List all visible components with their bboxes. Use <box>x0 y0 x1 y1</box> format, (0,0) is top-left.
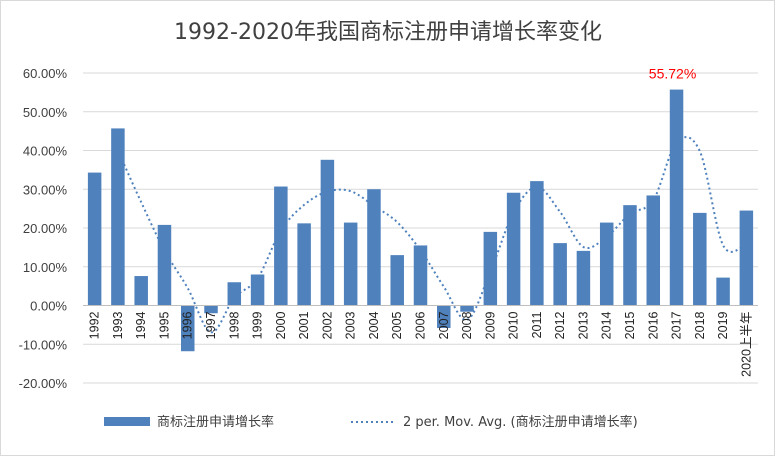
y-tick-label: 60.00% <box>23 66 68 81</box>
y-tick-label: 50.00% <box>23 105 68 120</box>
y-tick-label: 20.00% <box>23 221 68 236</box>
x-tick-label: 2002 <box>320 311 334 339</box>
bar <box>343 222 358 306</box>
x-tick-label: 2004 <box>367 311 381 339</box>
y-tick-label: -20.00% <box>19 376 68 391</box>
bar <box>413 245 428 306</box>
y-tick-label: -10.00% <box>19 337 68 352</box>
bar <box>530 181 544 306</box>
x-tick-label: 1998 <box>227 311 241 339</box>
bar <box>204 305 218 314</box>
bar <box>646 195 661 306</box>
bar <box>739 210 754 306</box>
legend-bar-label: 商标注册申请增长率 <box>157 414 274 430</box>
bar <box>134 276 148 306</box>
x-tick-label: 2014 <box>600 311 614 339</box>
x-tick-label: 2009 <box>483 311 497 339</box>
bar <box>111 128 125 306</box>
legend: 商标注册申请增长率 2 per. Mov. Avg. (商标注册申请增长率) <box>104 414 638 430</box>
moving-average-line <box>116 136 747 334</box>
x-tick-label: 2008 <box>460 311 474 339</box>
x-tick-label: 2019 <box>716 311 730 339</box>
bar <box>506 192 521 306</box>
x-tick-label: 2006 <box>414 311 428 339</box>
bar <box>227 282 242 306</box>
bar <box>390 255 404 306</box>
x-tick-label: 2018 <box>693 311 707 339</box>
bar <box>320 159 335 306</box>
bars <box>87 89 754 352</box>
x-tick-label: 2013 <box>576 311 590 339</box>
bar <box>483 231 498 306</box>
bar <box>599 222 614 306</box>
x-tick-label: 2015 <box>623 311 637 339</box>
x-tick-label: 2012 <box>553 311 567 339</box>
x-tick-label: 1999 <box>251 311 265 339</box>
x-tick-label: 2005 <box>390 311 404 339</box>
x-tick-label: 1997 <box>204 311 218 339</box>
x-tick-label: 1994 <box>134 311 148 339</box>
bar <box>87 172 102 306</box>
x-tick-label: 2007 <box>437 311 451 339</box>
x-tick-label: 1996 <box>181 311 195 339</box>
x-tick-label: 2011 <box>530 311 544 338</box>
x-tick-label: 1993 <box>111 311 125 339</box>
legend-bar-swatch <box>104 417 150 426</box>
x-axis-ticks: 1992 1993 1994 1995 1996 1997 1998 1999 2000 2001… <box>88 311 754 376</box>
bar <box>367 189 381 306</box>
bar <box>693 212 707 306</box>
x-tick-label: 2010 <box>507 311 521 339</box>
y-tick-label: 0.00% <box>30 299 67 314</box>
x-tick-label: 1995 <box>157 311 171 339</box>
bar <box>716 277 730 306</box>
bar <box>297 223 311 306</box>
bar <box>437 305 451 328</box>
x-tick-label: 2017 <box>670 311 684 339</box>
x-tick-label: 2020上半年 <box>739 312 753 377</box>
bar <box>669 89 684 306</box>
x-tick-label: 2001 <box>297 311 311 339</box>
bar <box>180 305 195 352</box>
bar <box>576 250 591 306</box>
bar <box>460 305 474 312</box>
y-tick-label: 40.00% <box>23 144 68 159</box>
bar <box>250 274 265 306</box>
x-tick-label: 1992 <box>88 311 102 339</box>
legend-trend-label: 2 per. Mov. Avg. (商标注册申请增长率) <box>403 414 638 430</box>
y-tick-label: 10.00% <box>23 260 68 275</box>
y-tick-label: 30.00% <box>23 182 68 197</box>
bar <box>157 224 172 306</box>
y-axis-ticks: 60.00% 50.00% 40.00% 30.00% 20.00% 10.00% 0.00… <box>19 66 68 391</box>
annotations: 55.72% <box>649 66 696 82</box>
bar <box>553 243 567 306</box>
x-tick-label: 2000 <box>274 311 288 339</box>
x-tick-label: 2003 <box>344 311 358 339</box>
data-label-annotation: 55.72% <box>649 66 696 82</box>
bar <box>274 186 288 306</box>
bar <box>623 205 637 306</box>
x-tick-label: 2016 <box>646 311 660 339</box>
chart-title: 1992-2020年我国商标注册申请增长率变化 <box>174 20 602 45</box>
